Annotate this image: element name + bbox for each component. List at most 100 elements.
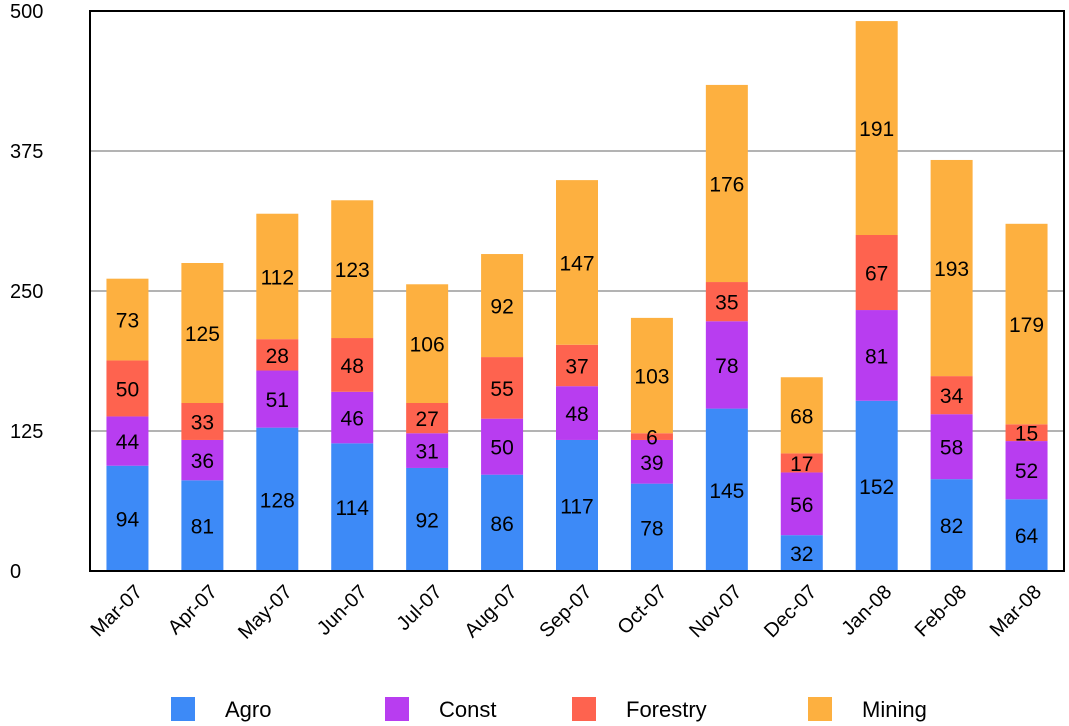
data-label: 81 [191, 516, 214, 539]
data-label: 68 [790, 405, 813, 428]
data-label: 179 [1009, 314, 1044, 337]
data-labels: 94 44 50 73 81 36 33 125 128 51 28 112 114 46 48 123 92 3… [116, 118, 1044, 566]
legend-swatch-agro [171, 697, 195, 721]
legend-label-forestry: Forestry [626, 697, 707, 722]
x-tick-label: Dec-07 [760, 581, 821, 642]
bar-segment-mining [630, 317, 673, 434]
data-label: 82 [940, 515, 963, 538]
bar-segment-agro [780, 535, 823, 571]
data-label: 81 [865, 345, 888, 368]
bar-segment-forestry [855, 235, 898, 311]
data-label: 56 [790, 494, 813, 517]
bar-segment-forestry [556, 344, 598, 387]
data-label: 92 [490, 296, 513, 319]
bar-segment-mining [780, 377, 823, 454]
bar-segment-const [556, 386, 598, 440]
y-tick-label: 375 [10, 141, 43, 163]
data-label: 112 [261, 266, 294, 289]
bars [106, 21, 1048, 571]
data-label: 152 [859, 476, 894, 499]
data-label: 73 [116, 310, 139, 333]
data-label: 52 [1015, 460, 1038, 483]
data-label: 39 [640, 452, 663, 475]
bar-segment-forestry [481, 357, 524, 419]
bar-segment-forestry [406, 403, 449, 434]
bar-segment-agro [331, 443, 374, 571]
bar-segment-mining [556, 180, 598, 345]
data-label: 147 [559, 252, 594, 275]
y-tick-label: 500 [10, 1, 43, 23]
bar-segment-const [705, 321, 748, 409]
bar-segment-agro [406, 467, 449, 571]
data-label: 51 [266, 389, 289, 412]
bar-segment-mining [705, 84, 748, 283]
legend-swatch-forestry [572, 697, 596, 721]
bar-segment-const [780, 472, 823, 536]
data-label: 125 [185, 323, 220, 346]
bar-segment-mining [406, 284, 449, 403]
data-label: 33 [191, 411, 214, 434]
data-label: 94 [116, 508, 140, 531]
data-label: 106 [410, 334, 445, 357]
x-tick-label: Sep-07 [535, 581, 596, 642]
data-label: 191 [859, 118, 894, 141]
bar-segment-forestry [256, 339, 299, 371]
legend-label-mining: Mining [862, 697, 927, 722]
x-tick-label: Mar-08 [986, 581, 1046, 641]
bar-segment-agro [106, 465, 149, 571]
x-tick-label: Jun-07 [313, 581, 372, 640]
data-label: 114 [335, 497, 369, 520]
bar-segment-const [930, 414, 973, 480]
data-label: 50 [490, 437, 513, 460]
x-tick-label: Jul-07 [393, 581, 447, 635]
data-label: 15 [1015, 423, 1038, 446]
bar-segment-const [1005, 441, 1048, 500]
data-label: 123 [335, 259, 370, 282]
bar-segment-forestry [705, 282, 748, 322]
data-label: 31 [415, 441, 438, 464]
bar-segment-agro [630, 483, 673, 571]
bar-segment-const [855, 310, 898, 401]
data-label: 128 [260, 489, 295, 512]
bar-segment-const [406, 433, 449, 468]
data-label: 55 [490, 378, 513, 401]
bar-segment-agro [930, 479, 973, 571]
data-label: 86 [490, 513, 513, 536]
data-label: 6 [646, 427, 658, 450]
bar-segment-const [331, 391, 374, 444]
bar-segment-mining [1005, 223, 1048, 425]
bar-segment-forestry [106, 360, 149, 417]
data-label: 17 [790, 453, 813, 476]
data-label: 48 [565, 403, 588, 426]
legend: Agro Const Forestry Mining [171, 697, 927, 722]
bar-segment-mining [181, 263, 224, 403]
bar-segment-forestry [181, 403, 224, 440]
data-label: 48 [341, 355, 364, 378]
data-label: 103 [634, 366, 669, 389]
data-label: 28 [266, 345, 289, 368]
legend-swatch-mining [808, 697, 832, 721]
x-tick-label: Oct-07 [613, 581, 671, 639]
bar-segment-const [181, 439, 224, 481]
bar-segment-agro [556, 439, 598, 571]
x-tick-label: Feb-08 [911, 581, 971, 641]
bar-segment-mining [855, 21, 898, 235]
data-label: 145 [709, 480, 744, 503]
bar-segment-agro [855, 400, 898, 571]
data-label: 50 [116, 378, 139, 401]
data-label: 193 [934, 258, 969, 281]
data-label: 67 [865, 263, 888, 286]
data-label: 27 [415, 408, 438, 431]
y-tick-label: 125 [10, 421, 43, 443]
data-label: 176 [709, 173, 744, 196]
data-label: 36 [191, 450, 214, 473]
bar-segment-agro [256, 427, 299, 571]
bar-segment-forestry [331, 338, 374, 392]
bar-segment-const [106, 416, 149, 466]
x-axis: Mar-07 Apr-07 May-07 Jun-07 Jul-07 Aug-07 Sep-… [87, 581, 1046, 644]
bar-segment-forestry [1005, 424, 1048, 442]
bar-segment-forestry [630, 433, 673, 440]
bar-segment-agro [481, 474, 524, 571]
data-label: 78 [715, 355, 738, 378]
